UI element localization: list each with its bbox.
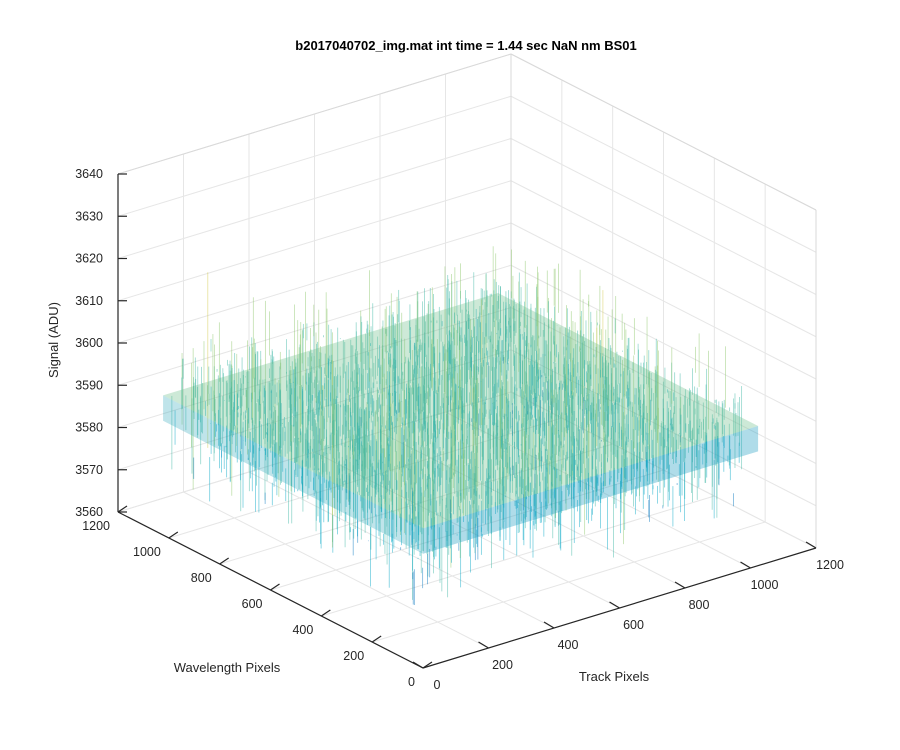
box-edge bbox=[117, 53, 512, 175]
side-wall-grid-line bbox=[510, 95, 817, 253]
y-tick-mark bbox=[168, 531, 179, 539]
x-tick-mark bbox=[609, 601, 620, 609]
z-tick-label: 3570 bbox=[75, 463, 103, 477]
x-axis-label: Track Pixels bbox=[579, 669, 650, 684]
x-tick-label: 1000 bbox=[751, 578, 779, 592]
y-tick-mark bbox=[422, 661, 433, 669]
tick-labels: 0 200 400 600 800 1000 1200 0 200 400 600 800 1000 12… bbox=[75, 167, 844, 692]
side-wall-grid-line bbox=[510, 264, 817, 422]
z-tick-label: 3610 bbox=[75, 294, 103, 308]
y-tick-mark bbox=[371, 635, 382, 643]
x-tick-mark bbox=[543, 621, 555, 629]
y-tick-label: 200 bbox=[343, 649, 364, 663]
y-tick-label: 800 bbox=[191, 571, 212, 585]
y-tick-mark bbox=[117, 505, 128, 513]
x-tick-label: 800 bbox=[689, 598, 710, 612]
grid-lines bbox=[117, 53, 817, 669]
axes-lines bbox=[117, 173, 817, 669]
back-wall-grid-line bbox=[117, 349, 512, 471]
side-wall-grid-line bbox=[510, 222, 817, 380]
y-tick-label: 1200 bbox=[82, 519, 110, 533]
side-wall-grid-line bbox=[510, 180, 817, 338]
z-tick-label: 3590 bbox=[75, 378, 103, 392]
x-tick-mark bbox=[805, 541, 817, 549]
x-tick-label: 600 bbox=[623, 618, 644, 632]
y-axis-label: Wavelength Pixels bbox=[174, 660, 281, 675]
y-tick-label: 600 bbox=[242, 597, 263, 611]
surface-plot bbox=[163, 246, 759, 606]
y-tick-mark bbox=[219, 557, 229, 565]
back-wall-grid-line bbox=[117, 95, 512, 217]
z-tick-label: 3580 bbox=[75, 421, 103, 435]
back-wall-grid-line bbox=[117, 180, 512, 302]
surface-top bbox=[163, 293, 759, 529]
y-tick-label: 0 bbox=[408, 675, 415, 689]
y-tick-label: 400 bbox=[292, 623, 313, 637]
floor-grid-line bbox=[372, 521, 766, 643]
back-wall-grid-line bbox=[117, 391, 512, 513]
back-wall-grid-line bbox=[117, 222, 512, 344]
surface-front-face bbox=[423, 426, 759, 554]
z-tick-label: 3560 bbox=[75, 505, 103, 519]
z-axis-label: Signal (ADU) bbox=[46, 302, 61, 378]
surface-left-face bbox=[163, 395, 424, 554]
z-tick-label: 3630 bbox=[75, 209, 103, 223]
y-tick-mark bbox=[270, 583, 280, 591]
chart-title: b2017040702_img.mat int time = 1.44 sec … bbox=[295, 38, 636, 53]
x-tick-mark bbox=[412, 661, 424, 669]
z-tick-label: 3640 bbox=[75, 167, 103, 181]
y-tick-label: 1000 bbox=[133, 545, 161, 559]
x-tick-label: 400 bbox=[558, 638, 579, 652]
side-wall-grid-line bbox=[510, 138, 817, 295]
x-tick-label: 200 bbox=[492, 658, 513, 672]
x-tick-label: 1200 bbox=[816, 558, 844, 572]
x-tick-mark bbox=[740, 561, 751, 569]
x-tick-mark bbox=[478, 641, 489, 649]
x-tick-label: 0 bbox=[434, 678, 441, 692]
back-wall-grid-line bbox=[117, 138, 512, 259]
x-tick-mark bbox=[674, 581, 686, 589]
box-edge bbox=[510, 53, 817, 211]
y-tick-mark bbox=[321, 609, 331, 617]
z-tick-label: 3620 bbox=[75, 252, 103, 266]
z-tick-label: 3600 bbox=[75, 336, 103, 350]
